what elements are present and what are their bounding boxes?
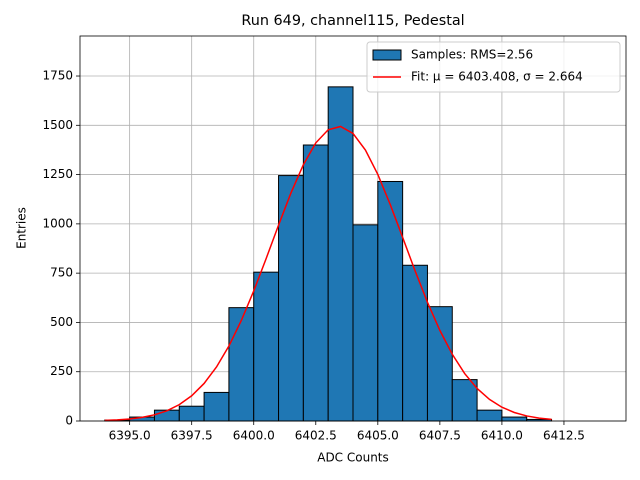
- legend-label: Fit: μ = 6403.408, σ = 2.664: [411, 70, 583, 84]
- legend-label: Samples: RMS=2.56: [411, 48, 533, 62]
- histogram-bar: [278, 175, 304, 422]
- y-tick-label: 1750: [42, 69, 73, 83]
- histogram-bar: [203, 391, 230, 422]
- histogram-bar: [228, 307, 255, 422]
- x-tick-label: 6402.5: [295, 429, 337, 443]
- histogram-bar: [426, 306, 453, 422]
- x-tick-label: 6395.0: [109, 429, 151, 443]
- histogram-bar: [352, 224, 379, 422]
- y-axis-label: Entries: [15, 207, 29, 249]
- histogram-bar: [327, 86, 354, 422]
- y-tick-label: 250: [50, 364, 73, 378]
- x-tick-label: 6412.5: [543, 429, 585, 443]
- x-tick-label: 6407.5: [419, 429, 461, 443]
- x-tick-label: 6397.5: [171, 429, 213, 443]
- legend-box: [366, 41, 621, 93]
- legend-swatch: [372, 49, 402, 61]
- y-tick-label: 1000: [42, 216, 73, 230]
- histogram-bar: [153, 409, 180, 422]
- histogram-bar: [377, 180, 404, 422]
- y-tick-label: 1250: [42, 167, 73, 181]
- x-axis-label: ADC Counts: [317, 451, 389, 465]
- histogram-bar: [302, 144, 329, 422]
- ticks: 6395.0 6397.5 6400.0 6402.5 6405.0 6407.5 6410…: [42, 69, 585, 443]
- histogram-bar: [178, 405, 205, 422]
- y-tick-label: 500: [50, 315, 73, 329]
- chart-title: Run 649, channel115, Pedestal: [241, 13, 464, 29]
- histogram-bar: [451, 379, 478, 422]
- histogram-bar: [253, 271, 280, 422]
- plot-area: [104, 86, 553, 422]
- y-tick-label: 750: [50, 266, 73, 280]
- x-tick-label: 6400.0: [233, 429, 275, 443]
- x-tick-label: 6405.0: [357, 429, 399, 443]
- y-tick-label: 0: [65, 414, 73, 428]
- legend: Samples: RMS=2.56 Fit: μ = 6403.408, σ = …: [366, 41, 621, 93]
- x-tick-label: 6410.0: [481, 429, 523, 443]
- histogram-bar: [402, 264, 428, 422]
- y-tick-label: 1500: [42, 118, 73, 132]
- axes-frame: [79, 35, 627, 422]
- fit-line: [104, 125, 552, 422]
- histogram-bar: [476, 409, 503, 422]
- histogram-bar: [501, 416, 528, 422]
